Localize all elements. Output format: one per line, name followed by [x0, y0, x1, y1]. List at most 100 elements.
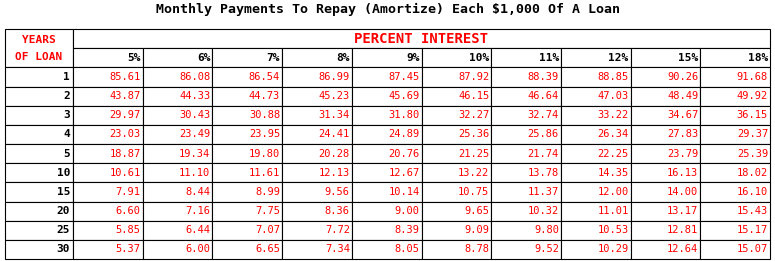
- Text: 18.87: 18.87: [109, 149, 141, 159]
- Bar: [5, 182, 73, 201]
- Text: 15.17: 15.17: [737, 225, 768, 235]
- Text: 10.61: 10.61: [109, 168, 141, 178]
- Bar: [73, 106, 143, 125]
- Text: 6.00: 6.00: [185, 244, 210, 254]
- Text: 5.85: 5.85: [115, 225, 141, 235]
- Text: 46.15: 46.15: [458, 91, 489, 101]
- Text: 48.49: 48.49: [667, 91, 698, 101]
- Bar: [73, 240, 143, 259]
- Bar: [282, 201, 352, 221]
- Text: 11.10: 11.10: [179, 168, 210, 178]
- Text: 44.73: 44.73: [249, 91, 280, 101]
- Bar: [701, 182, 770, 201]
- Bar: [212, 240, 282, 259]
- Text: 16.13: 16.13: [667, 168, 698, 178]
- Text: 86.54: 86.54: [249, 72, 280, 82]
- Bar: [5, 221, 73, 240]
- Bar: [73, 125, 143, 144]
- Bar: [422, 240, 491, 259]
- Bar: [282, 48, 352, 67]
- Bar: [212, 144, 282, 163]
- Bar: [282, 240, 352, 259]
- Text: 26.34: 26.34: [598, 129, 629, 139]
- Bar: [5, 125, 73, 144]
- Bar: [561, 67, 631, 86]
- Bar: [422, 182, 491, 201]
- Bar: [422, 201, 491, 221]
- Bar: [282, 144, 352, 163]
- Text: 22.25: 22.25: [598, 149, 629, 159]
- Text: 7.07: 7.07: [255, 225, 280, 235]
- Text: 34.67: 34.67: [667, 110, 698, 120]
- Bar: [5, 163, 73, 182]
- Bar: [5, 67, 73, 86]
- Text: 25.39: 25.39: [737, 149, 768, 159]
- Bar: [73, 182, 143, 201]
- Text: PERCENT INTEREST: PERCENT INTEREST: [354, 32, 488, 46]
- Text: 15.07: 15.07: [737, 244, 768, 254]
- Text: 88.39: 88.39: [528, 72, 559, 82]
- Text: 27.83: 27.83: [667, 129, 698, 139]
- Text: OF LOAN: OF LOAN: [16, 52, 63, 62]
- Text: 8.39: 8.39: [394, 225, 419, 235]
- Text: 9.09: 9.09: [464, 225, 489, 235]
- Bar: [143, 201, 212, 221]
- Bar: [561, 125, 631, 144]
- Bar: [5, 144, 73, 163]
- Bar: [701, 221, 770, 240]
- Text: 87.92: 87.92: [458, 72, 489, 82]
- Text: 19.34: 19.34: [179, 149, 210, 159]
- Text: 8.05: 8.05: [394, 244, 419, 254]
- Bar: [631, 48, 701, 67]
- Text: 10.29: 10.29: [598, 244, 629, 254]
- Bar: [143, 48, 212, 67]
- Bar: [491, 48, 561, 67]
- Bar: [701, 163, 770, 182]
- Bar: [631, 182, 701, 201]
- Bar: [701, 86, 770, 106]
- Bar: [352, 106, 422, 125]
- Text: 24.41: 24.41: [319, 129, 350, 139]
- Text: 8.44: 8.44: [185, 187, 210, 197]
- Bar: [143, 86, 212, 106]
- Bar: [212, 125, 282, 144]
- Bar: [701, 48, 770, 67]
- Bar: [352, 163, 422, 182]
- Bar: [73, 221, 143, 240]
- Bar: [212, 48, 282, 67]
- Text: 5.37: 5.37: [115, 244, 141, 254]
- Text: 23.49: 23.49: [179, 129, 210, 139]
- Bar: [631, 144, 701, 163]
- Text: 85.61: 85.61: [109, 72, 141, 82]
- Bar: [352, 182, 422, 201]
- Bar: [143, 106, 212, 125]
- Bar: [631, 67, 701, 86]
- Bar: [561, 144, 631, 163]
- Text: 7%: 7%: [267, 53, 280, 63]
- Text: 9.65: 9.65: [464, 206, 489, 216]
- Text: 87.45: 87.45: [388, 72, 419, 82]
- Text: 25.36: 25.36: [458, 129, 489, 139]
- Bar: [491, 163, 561, 182]
- Text: 11.61: 11.61: [249, 168, 280, 178]
- Bar: [212, 163, 282, 182]
- Text: 6.60: 6.60: [115, 206, 141, 216]
- Bar: [491, 125, 561, 144]
- Bar: [5, 201, 73, 221]
- Bar: [422, 67, 491, 86]
- Text: 86.08: 86.08: [179, 72, 210, 82]
- Text: 44.33: 44.33: [179, 91, 210, 101]
- Text: 36.15: 36.15: [737, 110, 768, 120]
- Bar: [282, 182, 352, 201]
- Text: 86.99: 86.99: [319, 72, 350, 82]
- Bar: [212, 221, 282, 240]
- Bar: [561, 48, 631, 67]
- Bar: [143, 163, 212, 182]
- Bar: [282, 86, 352, 106]
- Bar: [352, 86, 422, 106]
- Bar: [282, 221, 352, 240]
- Bar: [701, 106, 770, 125]
- Text: YEARS: YEARS: [22, 35, 56, 45]
- Bar: [561, 201, 631, 221]
- Text: 12.13: 12.13: [319, 168, 350, 178]
